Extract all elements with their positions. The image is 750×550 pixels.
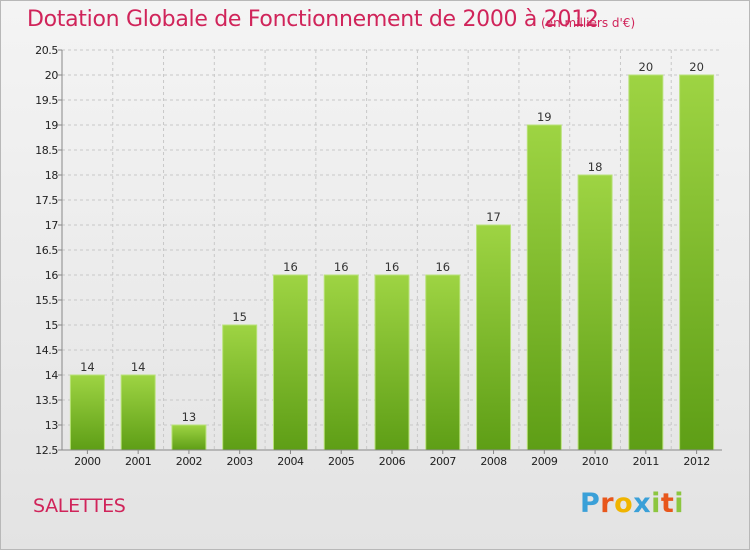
y-tick-label: 16 [45,269,59,282]
bar [171,424,207,451]
x-tick-label: 2004 [277,455,304,468]
axis-layer [58,49,722,454]
value-label: 15 [232,310,247,324]
y-tick-label: 14.5 [35,344,58,357]
x-tick-label: 2011 [633,455,659,468]
x-tick-label: 2001 [125,455,151,468]
bar [69,374,105,451]
y-tick-label: 16.5 [35,244,58,257]
logo-letter: r [600,488,615,519]
bar [425,274,461,451]
bar [526,124,562,451]
y-tick-label: 13 [45,419,59,432]
value-label: 20 [689,60,704,74]
value-label: 13 [182,410,197,424]
value-label: 19 [537,110,552,124]
y-tick-label: 20 [45,69,59,82]
logo-letter: x [633,488,652,519]
bar [222,324,258,451]
y-tick-label: 12.5 [35,444,58,457]
x-tick-label: 2003 [226,455,253,468]
y-tick-label: 18 [45,169,59,182]
value-label: 16 [334,260,349,274]
x-tick-label: 2007 [430,455,457,468]
value-label: 18 [588,160,603,174]
value-label: 17 [486,210,501,224]
location-name: SALETTES [33,495,126,517]
logo-letter: t [660,488,675,519]
logo-letter: P [580,488,601,519]
bar [577,174,613,451]
value-label: 16 [283,260,298,274]
x-tick-label: 2002 [176,455,202,468]
x-tick-label: 2005 [328,455,355,468]
x-tick-label: 2010 [582,455,609,468]
y-tick-label: 17.5 [35,194,58,207]
value-label: 16 [385,260,400,274]
bar [679,74,715,451]
bar [272,274,308,451]
y-tick-label: 15 [45,319,59,332]
logo-letter: o [614,488,634,519]
value-label: 16 [435,260,450,274]
bar [476,224,512,451]
chart-title: Dotation Globale de Fonctionnement de 20… [27,7,599,32]
y-tick-label: 19 [45,119,59,132]
y-tick-label: 15.5 [35,294,58,307]
label-layer: 12.5 13 13.5 14 14.5 15 15.5 16 16.5 17 17.5 18 18.5… [35,44,710,468]
proxiti-logo[interactable]: Proxiti [580,488,684,519]
bar [323,274,359,451]
value-label: 14 [131,360,146,374]
x-tick-label: 2012 [683,455,709,468]
y-tick-label: 20.5 [35,44,58,57]
y-tick-label: 17 [45,219,59,232]
logo-letter: i [674,488,685,519]
x-tick-label: 2008 [480,455,507,468]
x-tick-label: 2009 [531,455,558,468]
value-label: 14 [80,360,95,374]
y-tick-label: 18.5 [35,144,58,157]
x-tick-label: 2000 [74,455,101,468]
y-tick-label: 13.5 [35,394,58,407]
logo-letter: i [651,488,661,519]
bar [120,374,156,451]
bar [374,274,410,451]
value-label: 20 [639,60,654,74]
y-tick-label: 19.5 [35,94,58,107]
chart-subtitle: (en milliers d'€) [541,16,636,30]
y-tick-label: 14 [45,369,59,382]
x-tick-label: 2006 [379,455,406,468]
bar [628,74,664,451]
bar-layer [69,74,715,451]
